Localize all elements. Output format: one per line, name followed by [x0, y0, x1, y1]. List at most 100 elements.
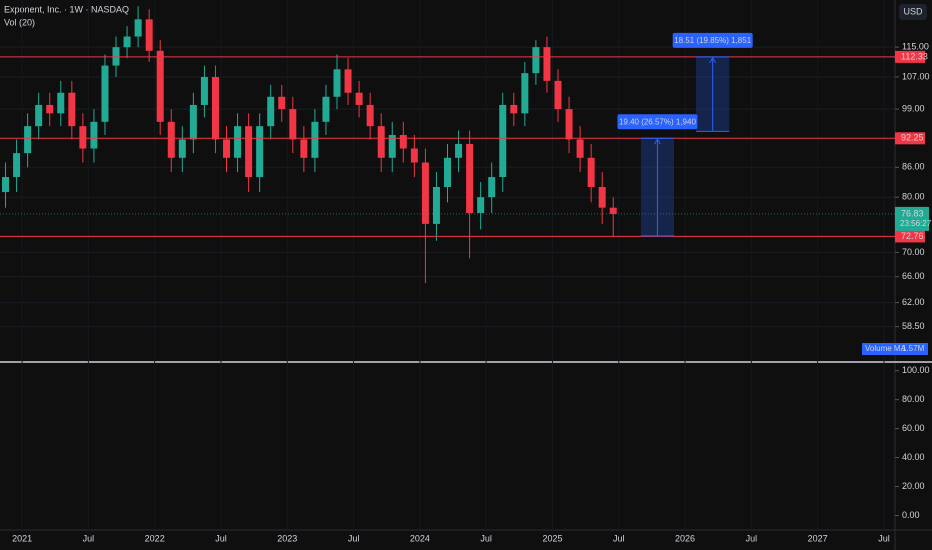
candle-body: [35, 104, 43, 127]
candle-body: [234, 126, 242, 158]
candle-body: [598, 186, 606, 208]
y-tick-label: 60.00: [902, 423, 925, 433]
candle-body: [609, 207, 617, 214]
candle-body: [278, 96, 286, 110]
candle-body: [377, 126, 385, 158]
candle-body: [543, 47, 551, 81]
level-label-box: [895, 50, 925, 63]
y-tick-label: 86.00: [902, 162, 925, 172]
x-tick-label: 2024: [410, 533, 430, 543]
candle-body: [587, 157, 595, 187]
y-tick-label: 0.00: [902, 510, 920, 520]
level-label-box: [895, 132, 925, 145]
candle-body: [477, 197, 485, 214]
x-tick-label: 2025: [542, 533, 562, 543]
candle-body: [189, 104, 197, 140]
measure-arrowhead: [654, 138, 661, 145]
candle-body: [256, 126, 264, 178]
candle-body: [200, 76, 208, 105]
candle-body: [2, 177, 10, 193]
chart-title: Exponent, Inc. · 1W · NASDAQ: [4, 4, 129, 14]
candle-body: [455, 143, 463, 158]
candle-body: [344, 69, 352, 93]
candle-body: [13, 153, 21, 178]
level-label: 72.76: [901, 231, 924, 241]
level-label: 92.25: [901, 133, 924, 143]
candle-body: [388, 134, 396, 158]
x-tick-label: Jul: [480, 533, 492, 543]
countdown: 23:56:27: [900, 219, 932, 228]
x-tick-label: 2022: [145, 533, 165, 543]
measure-label-box: [617, 114, 698, 130]
candle-body: [410, 148, 418, 163]
y-tick-label: 80.00: [902, 192, 925, 202]
candle-body: [223, 139, 231, 158]
candle-body: [521, 73, 529, 114]
x-tick-label: Jul: [613, 533, 625, 543]
indicator-title: Vol (20): [4, 17, 35, 27]
measure-label: 18.51 (19.85%) 1,851: [674, 36, 751, 45]
candle-body: [79, 126, 87, 149]
level-label: 112.33: [901, 51, 928, 61]
y-tick-label: 100.00: [902, 365, 930, 375]
y-tick-label: 99.00: [902, 103, 925, 113]
x-tick-label: Jul: [878, 533, 890, 543]
candle-body: [444, 157, 451, 187]
y-tick-label: 20.00: [902, 481, 925, 491]
candle-body: [466, 143, 474, 214]
last-price-box: [895, 206, 929, 231]
candle-body: [532, 47, 540, 74]
measure-label: 19.40 (26.57%) 1,940: [619, 117, 696, 126]
candle-body: [432, 186, 440, 224]
candle-body: [156, 50, 164, 122]
candle-body: [554, 80, 562, 110]
candle-body: [267, 96, 275, 127]
candle-body: [565, 109, 573, 140]
y-tick-label: 58.50: [902, 321, 925, 331]
x-tick-label: 2026: [675, 533, 695, 543]
measure-label-box: [672, 32, 753, 48]
y-tick-label: 107.00: [902, 71, 930, 81]
candle-body: [300, 139, 308, 158]
candle-body: [123, 36, 131, 48]
candle-body: [24, 126, 32, 154]
currency[interactable]: USD: [903, 6, 923, 16]
candle-body: [90, 121, 98, 149]
candle-body: [101, 65, 109, 122]
candle-body: [57, 92, 65, 114]
x-tick-label: Jul: [215, 533, 227, 543]
candle-body: [333, 69, 341, 97]
x-tick-label: 2027: [808, 533, 828, 543]
candle-body: [211, 76, 219, 140]
candle-body: [167, 121, 175, 158]
volume-ma-box: [862, 343, 928, 355]
y-tick-label: 70.00: [902, 247, 925, 257]
y-tick-label: 80.00: [902, 394, 925, 404]
volume-ma-name: Volume MA: [865, 344, 907, 353]
x-tick-label: 2023: [277, 533, 297, 543]
x-tick-label: Jul: [83, 533, 95, 543]
y-tick-label: 66.00: [902, 271, 925, 281]
candle-body: [289, 109, 297, 140]
candle-body: [68, 92, 76, 127]
candle-body: [178, 139, 186, 158]
candle-body: [366, 104, 374, 127]
x-tick-label: Jul: [746, 533, 758, 543]
volume-ma-value: 1.57M: [902, 344, 925, 353]
candle-body: [510, 104, 518, 114]
candle-body: [355, 92, 363, 105]
last-price-label: 76.83: [901, 208, 924, 218]
candle-body: [311, 121, 319, 158]
y-tick-label: 40.00: [902, 452, 925, 462]
candle-body: [245, 126, 253, 178]
level-label-box: [895, 230, 925, 243]
candle-body: [399, 134, 407, 149]
candle-body: [145, 19, 153, 51]
candle-body: [112, 47, 120, 66]
currency-box[interactable]: [899, 4, 927, 20]
measure-arrowhead: [709, 56, 717, 64]
x-tick-label: Jul: [348, 533, 360, 543]
candle-body: [46, 104, 54, 114]
